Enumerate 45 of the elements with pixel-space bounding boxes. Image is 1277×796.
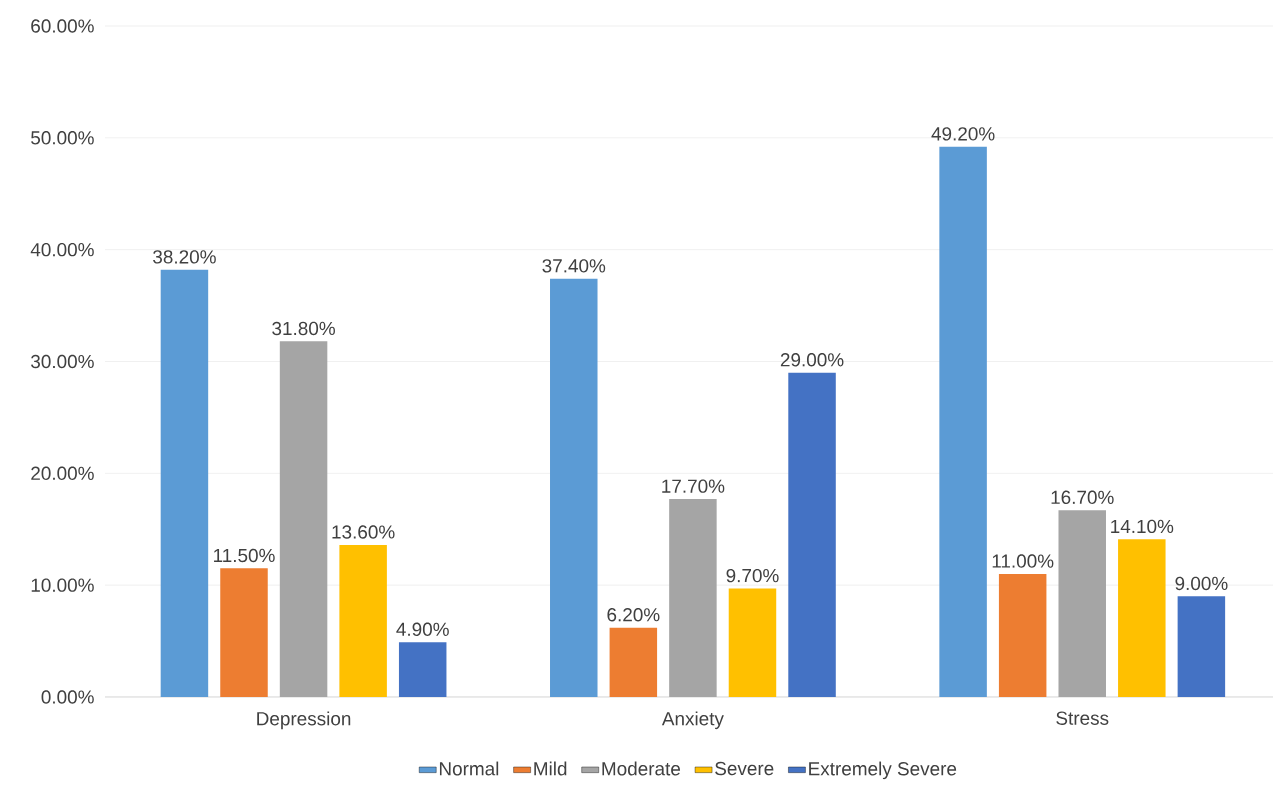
- bar: [609, 627, 658, 697]
- bar: [788, 372, 836, 697]
- bar: [998, 573, 1047, 697]
- x-tick-label: Stress: [1056, 711, 1109, 725]
- data-label: 16.70%: [1051, 490, 1114, 505]
- bar: [1177, 596, 1226, 697]
- y-tick-label: 60.00%: [31, 19, 94, 33]
- bar: [550, 278, 598, 697]
- x-tick-label: Anxiety: [661, 711, 724, 730]
- y-tick-label: 30.00%: [31, 354, 94, 369]
- bar: [160, 269, 209, 697]
- y-tick-label: 0.00%: [41, 690, 94, 704]
- data-label: 11.50%: [214, 548, 275, 563]
- bar: [220, 568, 268, 697]
- data-label: 11.00%: [992, 554, 1054, 568]
- data-label: 6.20%: [607, 608, 660, 622]
- bar: [1058, 510, 1106, 697]
- data-label: 37.40%: [542, 259, 606, 273]
- legend-label: Extremely Severe: [809, 761, 957, 780]
- data-label: 13.60%: [332, 525, 395, 539]
- data-label: 9.00%: [1175, 576, 1228, 591]
- legend-label: Normal: [439, 761, 499, 776]
- x-tick-label: Depression: [257, 711, 351, 730]
- bar: [339, 544, 387, 697]
- data-label: 17.70%: [662, 479, 725, 493]
- y-tick-label: 50.00%: [31, 131, 94, 145]
- bar: [279, 341, 328, 697]
- bar: [939, 146, 987, 697]
- bar: [1118, 539, 1166, 697]
- data-label: 14.10%: [1111, 519, 1174, 534]
- y-tick-label: 10.00%: [31, 578, 94, 592]
- y-tick-label: 20.00%: [31, 466, 94, 481]
- bar: [669, 499, 717, 697]
- data-label: 49.20%: [931, 127, 995, 141]
- legend-label: Severe: [715, 761, 774, 776]
- data-label: 38.20%: [153, 250, 216, 264]
- data-label: 9.70%: [726, 568, 779, 583]
- data-label: 31.80%: [272, 321, 335, 336]
- legend-label: Moderate: [602, 761, 681, 776]
- legend-label: Mild: [534, 761, 567, 776]
- data-label: 29.00%: [780, 353, 844, 367]
- y-tick-label: 40.00%: [30, 242, 94, 257]
- bar: [728, 588, 777, 697]
- bar: [398, 642, 447, 697]
- data-label: 4.90%: [396, 622, 449, 636]
